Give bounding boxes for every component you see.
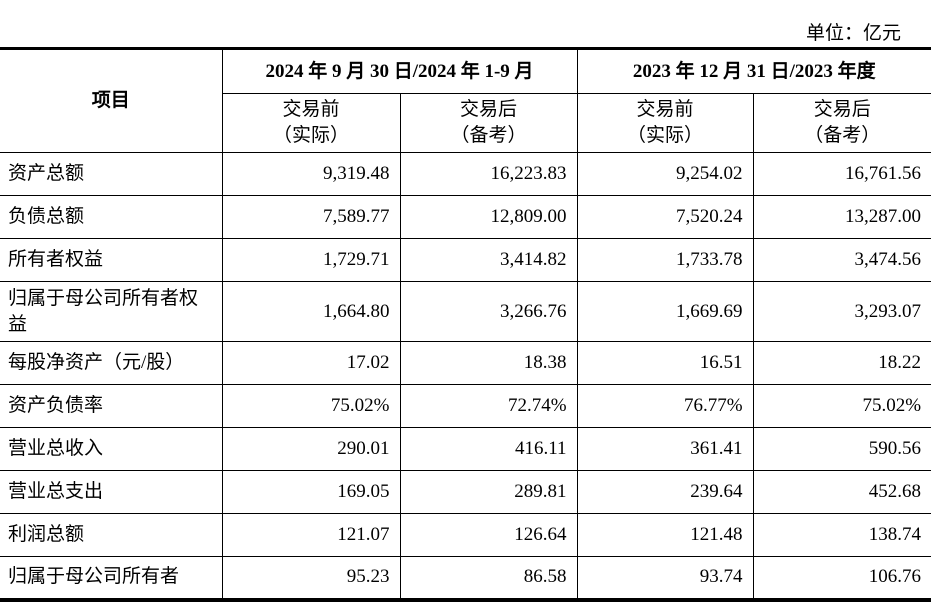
row-label: 每股净资产（元/股） (0, 341, 223, 385)
row-value: 86.58 (399, 556, 578, 600)
row-value: 7,589.77 (221, 195, 401, 239)
row-value: 3,293.07 (752, 281, 931, 342)
row-label: 负债总额 (0, 195, 223, 239)
row-value: 72.74% (399, 384, 578, 428)
row-value: 7,520.24 (576, 195, 754, 239)
row-label: 归属于母公司所有者权益 (0, 281, 223, 342)
row-value: 3,266.76 (399, 281, 578, 342)
row-value: 106.76 (752, 556, 931, 600)
row-value: 16,223.83 (399, 152, 578, 196)
row-value: 361.41 (576, 427, 754, 471)
row-value: 290.01 (221, 427, 401, 471)
row-value: 18.38 (399, 341, 578, 385)
subcol-line2: （备考） (804, 125, 881, 146)
row-value: 9,319.48 (221, 152, 401, 196)
row-label: 利润总额 (0, 513, 223, 557)
header-subcol: 交易后 （备考） (399, 93, 578, 153)
header-subcol: 交易前 （实际） (222, 93, 401, 153)
row-value: 126.64 (399, 513, 578, 557)
row-value: 16,761.56 (752, 152, 931, 196)
row-value: 452.68 (752, 470, 931, 514)
table-row: 资产总额 9,319.48 16,223.83 9,254.02 16,761.56 (0, 152, 931, 196)
row-value: 75.02% (752, 384, 931, 428)
table-row: 归属于母公司所有者权益 1,664.80 3,266.76 1,669.69 3,293… (0, 281, 931, 342)
row-label: 营业总收入 (0, 427, 223, 471)
row-value: 121.48 (576, 513, 754, 557)
row-value: 169.05 (221, 470, 401, 514)
subcol-line1: 交易后 (813, 99, 871, 120)
row-value: 590.56 (752, 427, 931, 471)
header-row-periods: 项目 2024 年 9 月 30 日/2024 年 1-9 月 2023 年 1… (0, 48, 931, 153)
subcol-line2: （实际） (272, 125, 349, 146)
row-value: 95.23 (221, 556, 401, 600)
row-value: 416.11 (399, 427, 578, 471)
row-label: 营业总支出 (0, 470, 223, 514)
subcol-line1: 交易前 (636, 99, 694, 120)
table-row: 所有者权益 1,729.71 3,414.82 1,733.78 3,474.56 (0, 238, 931, 282)
row-value: 16.51 (576, 341, 754, 385)
row-label: 资产负债率 (0, 384, 223, 428)
row-value: 239.64 (576, 470, 754, 514)
row-value: 13,287.00 (752, 195, 931, 239)
subcol-line1: 交易前 (282, 99, 340, 120)
row-value: 9,254.02 (576, 152, 754, 196)
row-value: 289.81 (399, 470, 578, 514)
row-value: 138.74 (752, 513, 931, 557)
row-value: 121.07 (221, 513, 401, 557)
row-label: 归属于母公司所有者 (0, 556, 223, 600)
header-subcol: 交易前 （实际） (576, 93, 754, 153)
header-row-subcols: 交易前 （实际） 交易后 （备考） 交易前 （实际） 交易后 （备考） (0, 93, 931, 153)
row-label: 所有者权益 (0, 238, 223, 282)
row-value: 17.02 (221, 341, 401, 385)
table-row: 归属于母公司所有者 95.23 86.58 93.74 106.76 (0, 556, 931, 600)
table-row: 营业总支出 169.05 289.81 239.64 452.68 (0, 470, 931, 514)
row-value: 1,729.71 (221, 238, 401, 282)
row-value: 93.74 (576, 556, 754, 600)
header-period-2023: 2023 年 12 月 31 日/2023 年度 (576, 48, 931, 94)
unit-label: 单位：亿元 (805, 23, 901, 44)
financial-table: 项目 2024 年 9 月 30 日/2024 年 1-9 月 2023 年 1… (0, 47, 931, 602)
subcol-line1: 交易后 (460, 99, 518, 120)
row-value: 1,733.78 (576, 238, 754, 282)
row-value: 3,474.56 (752, 238, 931, 282)
table-row: 利润总额 121.07 126.64 121.48 138.74 (0, 513, 931, 557)
row-value: 1,664.80 (221, 281, 401, 342)
row-value: 1,669.69 (576, 281, 754, 342)
subcol-line2: （备考） (450, 125, 527, 146)
row-value: 12,809.00 (399, 195, 578, 239)
table-row: 每股净资产（元/股） 17.02 18.38 16.51 18.22 (0, 341, 931, 385)
table-row: 营业总收入 290.01 416.11 361.41 590.56 (0, 427, 931, 471)
header-subcol: 交易后 （备考） (752, 93, 931, 153)
table-row: 负债总额 7,589.77 12,809.00 7,520.24 13,287.00 (0, 195, 931, 239)
header-period-2024: 2024 年 9 月 30 日/2024 年 1-9 月 (221, 48, 578, 94)
subcol-line2: （实际） (627, 125, 704, 146)
row-value: 3,414.82 (399, 238, 578, 282)
table-row: 资产负债率 75.02% 72.74% 76.77% 75.02% (0, 384, 931, 428)
row-value: 76.77% (576, 384, 754, 428)
row-label: 资产总额 (0, 152, 223, 196)
header-item: 项目 (0, 48, 223, 153)
row-value: 18.22 (752, 341, 931, 385)
row-value: 75.02% (221, 384, 401, 428)
